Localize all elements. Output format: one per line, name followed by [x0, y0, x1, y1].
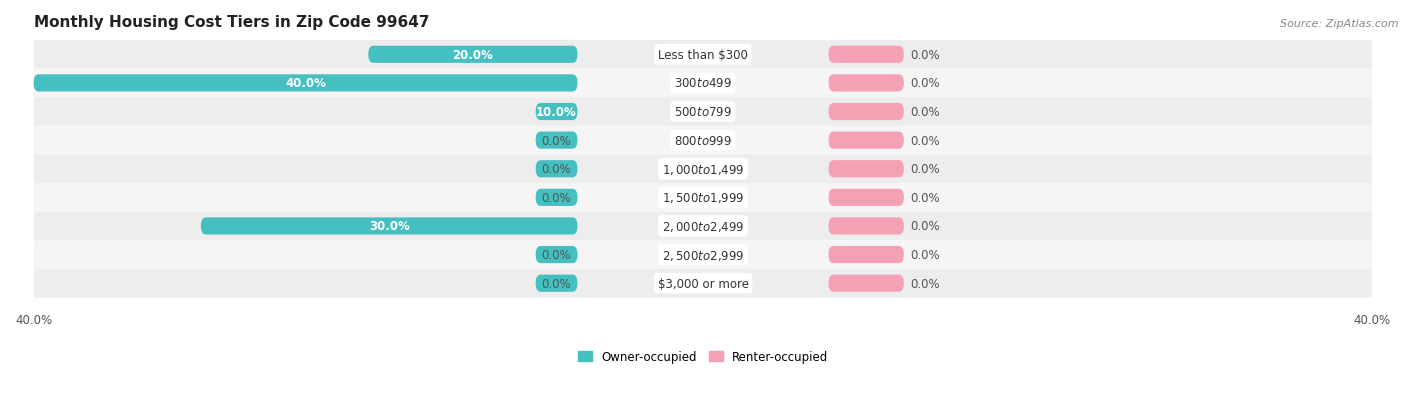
FancyBboxPatch shape — [17, 184, 1389, 212]
Legend: Owner-occupied, Renter-occupied: Owner-occupied, Renter-occupied — [578, 350, 828, 363]
Text: $500 to $799: $500 to $799 — [673, 106, 733, 119]
Text: Less than $300: Less than $300 — [658, 49, 748, 62]
Text: 0.0%: 0.0% — [911, 163, 941, 176]
FancyBboxPatch shape — [828, 47, 904, 64]
Text: 0.0%: 0.0% — [541, 277, 571, 290]
Text: Source: ZipAtlas.com: Source: ZipAtlas.com — [1281, 19, 1399, 28]
Text: 20.0%: 20.0% — [453, 49, 494, 62]
Text: $1,000 to $1,499: $1,000 to $1,499 — [662, 162, 744, 176]
FancyBboxPatch shape — [828, 75, 904, 92]
Text: 0.0%: 0.0% — [911, 249, 941, 261]
Text: $3,000 or more: $3,000 or more — [658, 277, 748, 290]
Text: 0.0%: 0.0% — [911, 49, 941, 62]
FancyBboxPatch shape — [368, 47, 578, 64]
FancyBboxPatch shape — [828, 275, 904, 292]
Text: 0.0%: 0.0% — [911, 77, 941, 90]
Text: $2,500 to $2,999: $2,500 to $2,999 — [662, 248, 744, 262]
FancyBboxPatch shape — [536, 247, 578, 263]
Text: 0.0%: 0.0% — [911, 220, 941, 233]
FancyBboxPatch shape — [17, 269, 1389, 298]
Text: 0.0%: 0.0% — [541, 249, 571, 261]
Text: 0.0%: 0.0% — [541, 134, 571, 147]
FancyBboxPatch shape — [536, 275, 578, 292]
Text: 30.0%: 30.0% — [368, 220, 409, 233]
Text: $300 to $499: $300 to $499 — [673, 77, 733, 90]
FancyBboxPatch shape — [828, 104, 904, 121]
FancyBboxPatch shape — [17, 212, 1389, 241]
FancyBboxPatch shape — [536, 104, 578, 121]
FancyBboxPatch shape — [201, 218, 578, 235]
Text: $800 to $999: $800 to $999 — [673, 134, 733, 147]
Text: 0.0%: 0.0% — [541, 191, 571, 204]
FancyBboxPatch shape — [17, 69, 1389, 98]
Text: $1,500 to $1,999: $1,500 to $1,999 — [662, 191, 744, 205]
FancyBboxPatch shape — [17, 241, 1389, 269]
FancyBboxPatch shape — [17, 155, 1389, 184]
FancyBboxPatch shape — [828, 247, 904, 263]
Text: 0.0%: 0.0% — [541, 163, 571, 176]
FancyBboxPatch shape — [828, 161, 904, 178]
FancyBboxPatch shape — [828, 218, 904, 235]
FancyBboxPatch shape — [536, 189, 578, 206]
FancyBboxPatch shape — [17, 126, 1389, 155]
Text: 0.0%: 0.0% — [911, 134, 941, 147]
Text: 0.0%: 0.0% — [911, 106, 941, 119]
Text: 40.0%: 40.0% — [285, 77, 326, 90]
Text: Monthly Housing Cost Tiers in Zip Code 99647: Monthly Housing Cost Tiers in Zip Code 9… — [34, 15, 429, 30]
FancyBboxPatch shape — [828, 132, 904, 150]
FancyBboxPatch shape — [536, 132, 578, 150]
FancyBboxPatch shape — [17, 98, 1389, 126]
FancyBboxPatch shape — [34, 75, 578, 92]
FancyBboxPatch shape — [17, 41, 1389, 69]
Text: 0.0%: 0.0% — [911, 277, 941, 290]
Text: $2,000 to $2,499: $2,000 to $2,499 — [662, 219, 744, 233]
Text: 0.0%: 0.0% — [911, 191, 941, 204]
FancyBboxPatch shape — [536, 161, 578, 178]
Text: 10.0%: 10.0% — [536, 106, 576, 119]
FancyBboxPatch shape — [828, 189, 904, 206]
